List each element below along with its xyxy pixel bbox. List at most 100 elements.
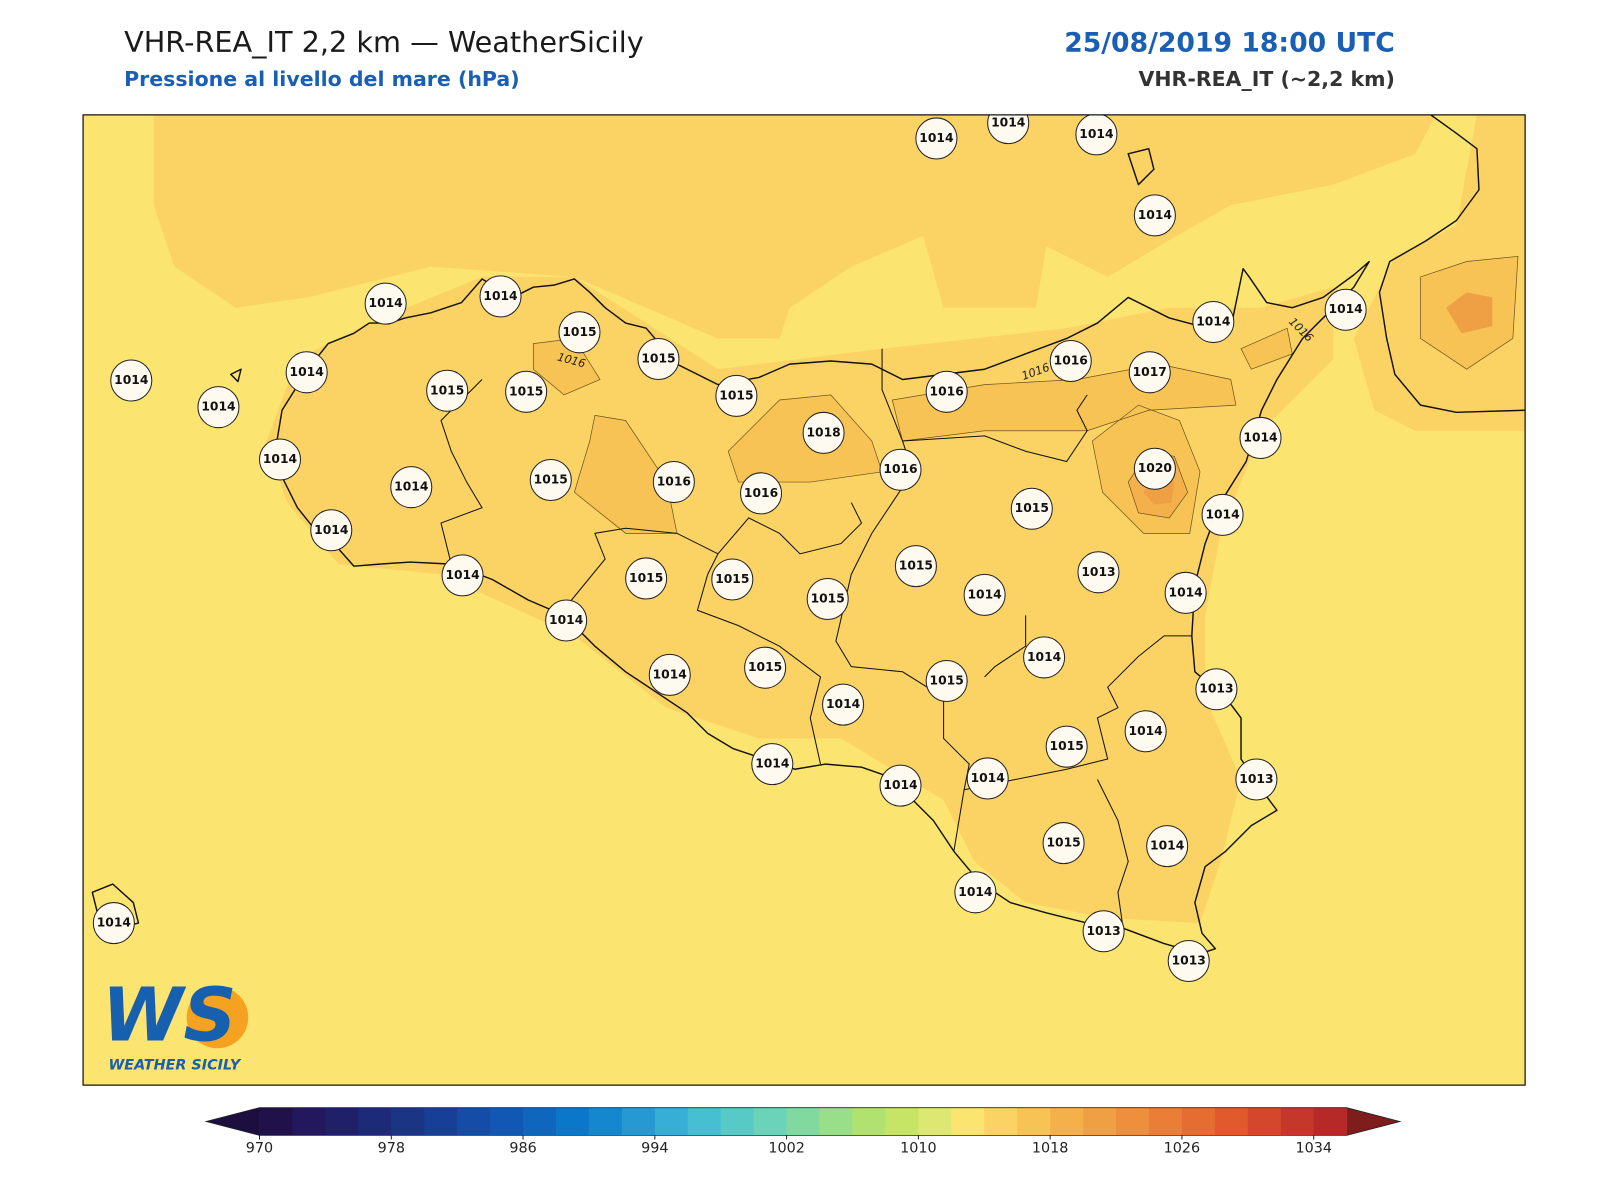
station-value: 1014 (290, 365, 324, 379)
station-value: 1014 (826, 697, 860, 711)
station-marker (364, 282, 407, 325)
station-value: 1015 (930, 674, 964, 688)
station-value: 1014 (1329, 302, 1363, 316)
station-value: 1014 (201, 400, 235, 414)
colorbar-cell (819, 1107, 854, 1136)
station-marker (479, 275, 522, 318)
station-marker (711, 558, 754, 601)
colorbar-cell (918, 1107, 952, 1136)
colorbar-tick-label: 1010 (900, 1141, 937, 1157)
station-value: 1014 (1196, 315, 1230, 329)
map-area: 1014 1014 1014 1014 1014 1014 1015 1015 1014 1014… (83, 114, 1526, 1086)
station-value: 1014 (1169, 585, 1203, 599)
colorbar: 970 978 986 994 1002 1010 1018 1026 1034 (204, 1107, 1402, 1157)
station-value: 1015 (1015, 501, 1049, 515)
station-marker (1010, 487, 1053, 530)
station-value: 1014 (263, 452, 297, 466)
station-marker (529, 458, 572, 502)
logo-mark: WS (102, 973, 237, 1059)
colorbar-cell (555, 1107, 590, 1136)
station-marker (715, 374, 758, 417)
station-value: 1014 (1027, 650, 1061, 664)
map-frame (82, 114, 1526, 1086)
station-marker (1133, 447, 1176, 490)
station-marker (1045, 725, 1088, 768)
station-marker (1324, 288, 1367, 331)
colorbar-cell (1050, 1107, 1084, 1136)
colorbar-cell (951, 1107, 985, 1136)
station-value: 1014 (1129, 724, 1163, 738)
colorbar-cell (1181, 1107, 1216, 1136)
station-value: 1014 (653, 667, 687, 681)
station-value: 1014 (97, 916, 131, 930)
colorbar-cell (1280, 1107, 1315, 1136)
station-value: 1015 (715, 572, 749, 586)
stations: 1014 1014 1014 1014 1014 1014 1015 1015 1014 1014… (92, 114, 1367, 983)
model: VHR-REA_IT (~2,2 km) (1139, 67, 1395, 91)
station-value: 1013 (1081, 565, 1115, 579)
station-value: 1015 (748, 660, 782, 674)
station-marker (879, 764, 922, 807)
colorbar-tick-label: 978 (378, 1141, 405, 1157)
station-value: 1016 (657, 475, 691, 489)
station-marker (558, 311, 601, 354)
station-marker (1124, 710, 1167, 753)
station-marker (390, 466, 433, 509)
station-value: 1020 (1138, 461, 1172, 475)
field-upper (153, 114, 1526, 431)
field-peak (1143, 292, 1493, 505)
station-marker (1049, 340, 1092, 383)
station-marker (894, 545, 937, 588)
station-value: 1014 (369, 296, 403, 310)
colorbar-tick-label: 986 (509, 1141, 536, 1157)
station-marker (963, 573, 1006, 616)
station-value: 1013 (1239, 772, 1273, 786)
colorbar-tick-label: 994 (641, 1141, 668, 1157)
station-value: 1014 (314, 523, 348, 537)
colorbar-cell (457, 1107, 491, 1136)
station-value: 1014 (967, 587, 1001, 601)
colorbar-cell (1017, 1107, 1051, 1136)
colorbar-cell (523, 1107, 557, 1136)
colorbar-over (1346, 1107, 1400, 1136)
station-marker (879, 448, 922, 491)
colorbar-cell (1214, 1107, 1249, 1136)
station-marker (1042, 822, 1085, 865)
colorbar-cell (654, 1107, 689, 1136)
colorbar-tick-label: 1002 (768, 1141, 805, 1157)
colorbar-cell (292, 1107, 326, 1136)
colorbar-cell (588, 1107, 623, 1136)
colorbar-tick-label: 970 (246, 1141, 273, 1157)
station-value: 1017 (1133, 365, 1167, 379)
colorbar-cell (852, 1107, 886, 1136)
station-value: 1015 (509, 384, 543, 398)
station-value: 1014 (883, 778, 917, 792)
station-marker (1075, 114, 1118, 156)
field-high (533, 256, 1518, 534)
station-value: 1014 (483, 289, 517, 303)
station-value: 1016 (883, 462, 917, 476)
colorbar-cell (1083, 1107, 1117, 1136)
station-value: 1015 (430, 383, 464, 397)
station-marker (1201, 493, 1244, 536)
station-value: 1018 (806, 425, 840, 439)
logo-sun (186, 986, 249, 1049)
station-marker (751, 743, 794, 786)
colorbar-cell (1148, 1107, 1183, 1136)
colorbar-cell (621, 1107, 656, 1136)
station-value: 1015 (1050, 739, 1084, 753)
station-marker (310, 509, 353, 552)
station-marker (197, 386, 240, 429)
colorbar-cell (885, 1107, 919, 1136)
logo-name: WEATHER SICILY (108, 1058, 241, 1074)
station-value: 1014 (114, 373, 148, 387)
station-marker (637, 337, 680, 380)
station-marker (802, 411, 845, 454)
station-value: 1015 (629, 571, 663, 585)
station-marker (1167, 940, 1210, 983)
coastline-calabria (1378, 114, 1526, 414)
station-value: 1015 (534, 473, 568, 487)
coastline-sicily (276, 260, 1370, 955)
colorbar-cell (325, 1107, 359, 1136)
